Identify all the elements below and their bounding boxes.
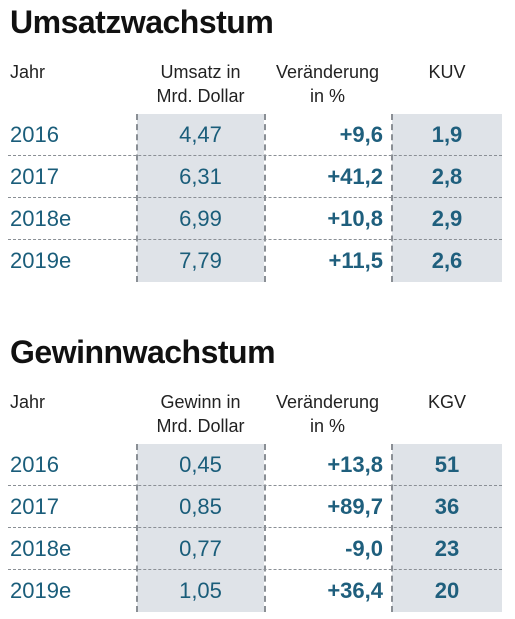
table-row: 2017 0,85 +89,7 36	[0, 486, 515, 528]
header-change-line2: in %	[309, 416, 345, 436]
table-row: 2018e 6,99 +10,8 2,9	[0, 198, 515, 240]
cell-year: 2016	[10, 452, 59, 477]
header-ratio: KUV	[428, 62, 466, 82]
cell-change: +89,7	[327, 494, 383, 519]
table-row: 2017 6,31 +41,2 2,8	[0, 156, 515, 198]
cell-ratio: 1,9	[431, 122, 463, 147]
cell-year: 2019e	[10, 578, 72, 603]
header-year: Jahr	[10, 62, 46, 82]
cell-change: +41,2	[327, 164, 383, 189]
cell-change: +11,5	[328, 248, 383, 273]
header-revenue: Umsatz in Mrd. Dollar	[137, 60, 264, 108]
table-row: 2018e 0,77 -9,0 23	[0, 528, 515, 570]
cell-value: 7,79	[179, 248, 222, 273]
section-title: Gewinnwachstum	[10, 334, 276, 370]
cell-year: 2019e	[10, 248, 72, 273]
cell-change: +36,4	[327, 578, 383, 603]
cell-value: 0,77	[179, 536, 222, 561]
table-row: 2019e 1,05 +36,4 20	[0, 570, 515, 612]
header-profit: Gewinn in Mrd. Dollar	[137, 390, 264, 438]
column-divider	[391, 114, 393, 282]
cell-ratio: 2,9	[431, 206, 463, 231]
cell-ratio: 20	[434, 578, 460, 603]
cell-ratio: 2,6	[431, 248, 463, 273]
cell-value: 1,05	[179, 578, 222, 603]
data-table: 2016 0,45 +13,8 51 2017 0,85 +89,7 36 20…	[0, 444, 515, 612]
column-divider	[391, 444, 393, 612]
cell-year: 2017	[10, 494, 59, 519]
cell-change: -9,0	[345, 536, 383, 561]
row-divider	[8, 239, 502, 240]
data-table: 2016 4,47 +9,6 1,9 2017 6,31 +41,2 2,8 2…	[0, 114, 515, 282]
cell-value: 6,99	[179, 206, 222, 231]
section-title: Umsatzwachstum	[10, 4, 274, 40]
cell-change: +13,8	[327, 452, 383, 477]
shaded-column	[137, 444, 264, 612]
header-change-line1: Veränderung	[275, 392, 380, 412]
cell-ratio: 23	[434, 536, 460, 561]
shaded-column	[392, 114, 502, 282]
cell-year: 2017	[10, 164, 59, 189]
cell-change: +9,6	[339, 122, 383, 147]
cell-value: 6,31	[179, 164, 222, 189]
cell-ratio: 51	[434, 452, 460, 477]
table-row: 2016 0,45 +13,8 51	[0, 444, 515, 486]
header-revenue-line2: Mrd. Dollar	[156, 86, 245, 106]
column-divider	[264, 444, 266, 612]
shaded-column	[137, 114, 264, 282]
cell-value: 0,85	[179, 494, 222, 519]
header-change: Veränderung in %	[265, 390, 390, 438]
row-divider	[8, 527, 502, 528]
cell-year: 2016	[10, 122, 59, 147]
header-change: Veränderung in %	[265, 60, 390, 108]
header-change-line2: in %	[309, 86, 345, 106]
column-divider	[264, 114, 266, 282]
shaded-column	[392, 444, 502, 612]
cell-change: +10,8	[327, 206, 383, 231]
row-divider	[8, 155, 502, 156]
row-divider	[8, 569, 502, 570]
header-revenue-line1: Umsatz in	[160, 62, 241, 82]
row-divider	[8, 197, 502, 198]
cell-value: 0,45	[179, 452, 222, 477]
header-profit-line1: Gewinn in	[160, 392, 241, 412]
header-year: Jahr	[10, 392, 46, 412]
cell-ratio: 36	[434, 494, 460, 519]
column-divider	[136, 114, 138, 282]
cell-year: 2018e	[10, 206, 72, 231]
cell-ratio: 2,8	[431, 164, 463, 189]
table-row: 2016 4,47 +9,6 1,9	[0, 114, 515, 156]
column-divider	[136, 444, 138, 612]
row-divider	[8, 485, 502, 486]
header-ratio: KGV	[427, 392, 466, 412]
cell-year: 2018e	[10, 536, 72, 561]
header-change-line1: Veränderung	[275, 62, 380, 82]
header-profit-line2: Mrd. Dollar	[156, 416, 245, 436]
cell-value: 4,47	[179, 122, 222, 147]
table-row: 2019e 7,79 +11,5 2,6	[0, 240, 515, 282]
